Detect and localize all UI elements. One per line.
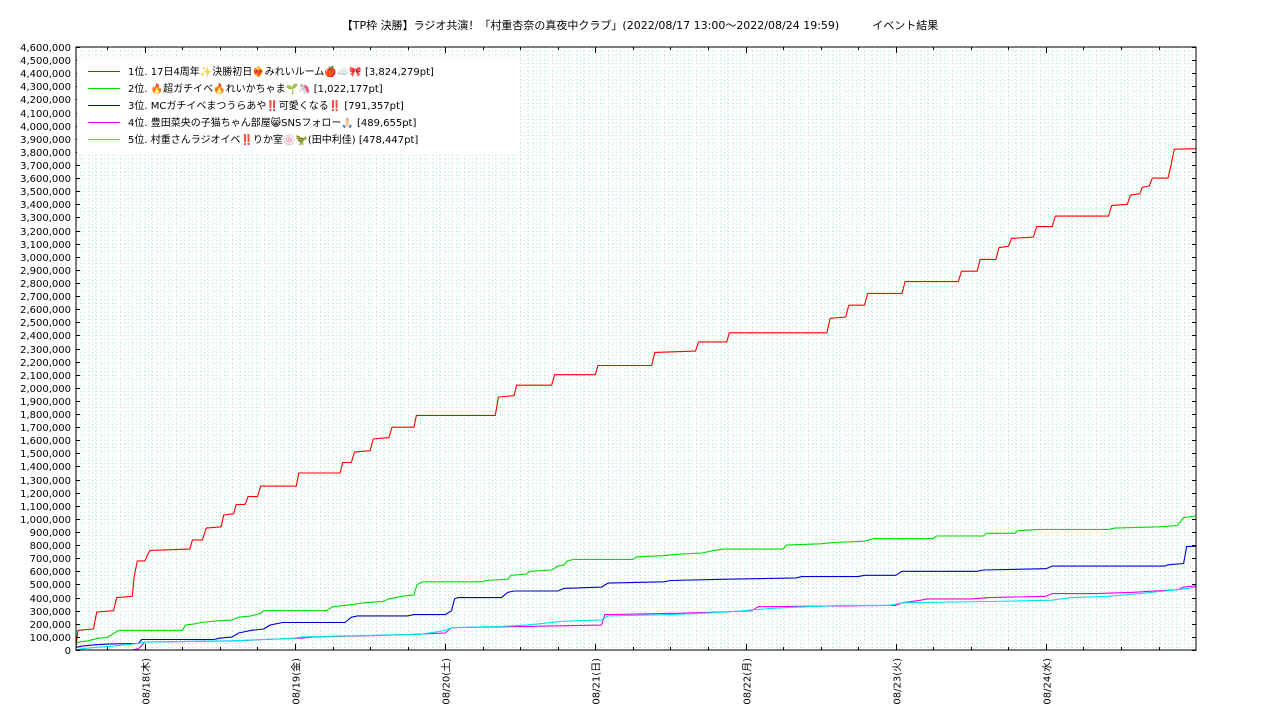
y-tick-label: 300,000 xyxy=(30,607,71,618)
y-tick-label: 4,000,000 xyxy=(20,122,71,133)
legend-label-4: 4位. 豊田菜央の子猫ちゃん部屋😸SNSフォロー🙏🏻 [489,655pt] xyxy=(128,116,416,129)
x-tick-label: 08/21(日) xyxy=(592,658,603,705)
x-tick-label: 08/24(水) xyxy=(1042,658,1054,705)
y-tick-label: 1,100,000 xyxy=(20,502,71,513)
y-tick-label: 100,000 xyxy=(30,633,71,644)
y-tick-label: 800,000 xyxy=(30,541,71,552)
y-tick-label: 4,400,000 xyxy=(20,69,71,80)
legend-label-1: 1位. 17日4周年✨決勝初日❤️‍🔥みれいルーム🍎☁️🎀 [3,824,279… xyxy=(128,65,434,78)
x-tick-label: 08/20(土) xyxy=(440,658,453,705)
y-tick-label: 1,700,000 xyxy=(20,423,71,434)
series-lines xyxy=(75,148,1197,651)
y-tick-label: 2,500,000 xyxy=(20,318,71,329)
legend-label-5: 5位. 村重さんラジオイベ‼️りか室🍥🦖(田中利佳) [478,447pt] xyxy=(128,133,418,146)
y-tick-label: 3,700,000 xyxy=(20,161,71,172)
y-tick-label: 400,000 xyxy=(30,594,71,605)
y-tick-label: 1,600,000 xyxy=(20,436,71,447)
y-tick-label: 2,200,000 xyxy=(20,358,71,369)
y-tick-label: 500,000 xyxy=(30,580,71,591)
y-tick-label: 1,300,000 xyxy=(20,476,71,487)
y-tick-label: 2,000,000 xyxy=(20,384,71,395)
y-tick-label: 1,200,000 xyxy=(20,489,71,500)
y-tick-label: 700,000 xyxy=(30,554,71,565)
legend: 1位. 17日4周年✨決勝初日❤️‍🔥みれいルーム🍎☁️🎀 [3,824,279… xyxy=(77,59,519,154)
y-tick-label: 3,400,000 xyxy=(20,200,71,211)
y-tick-label: 2,700,000 xyxy=(20,292,71,303)
y-tick-label: 0 xyxy=(65,646,71,657)
y-tick-label: 2,900,000 xyxy=(20,266,71,277)
legend-label-2: 2位. 🔥超ガチイベ🔥れいかちゃま🌱🦄 [1,022,177pt] xyxy=(128,82,383,95)
y-tick-label: 4,200,000 xyxy=(20,95,71,106)
y-tick-label: 2,400,000 xyxy=(20,331,71,342)
y-tick-label: 1,400,000 xyxy=(20,462,71,473)
y-tick-label: 2,800,000 xyxy=(20,279,71,290)
series-line-5 xyxy=(75,586,1197,651)
chart-title: 【TP枠 決勝】ラジオ共演！「村重杏奈の真夜中クラブ」(2022/08/17 1… xyxy=(341,19,939,32)
y-tick-label: 200,000 xyxy=(30,620,71,631)
series-line-2 xyxy=(75,515,1197,644)
y-tick-label: 3,000,000 xyxy=(20,253,71,264)
y-tick-label: 4,300,000 xyxy=(20,82,71,93)
series-line-3 xyxy=(75,545,1197,648)
y-axis: 0 100,000 200,000 300,000 400,000 500,000 600,… xyxy=(20,43,1196,657)
y-tick-label: 2,300,000 xyxy=(20,345,71,356)
series-line-1 xyxy=(75,148,1197,648)
x-tick-label: 08/19(金) xyxy=(290,658,303,705)
y-tick-label: 3,600,000 xyxy=(20,174,71,185)
x-tick-label: 08/18(木) xyxy=(141,658,153,705)
y-tick-label: 4,600,000 xyxy=(20,43,71,54)
y-tick-label: 3,200,000 xyxy=(20,227,71,238)
y-tick-label: 3,800,000 xyxy=(20,148,71,159)
y-tick-label: 2,100,000 xyxy=(20,371,71,382)
x-tick-label: 08/22(月) xyxy=(742,658,754,705)
y-tick-label: 1,500,000 xyxy=(20,449,71,460)
legend-label-3: 3位. MCガチイベまつうらあや‼️可愛くなる‼️ [791,357pt] xyxy=(128,99,404,112)
y-tick-label: 4,500,000 xyxy=(20,56,71,67)
x-axis: 08/18(木) 08/19(金) 08/20(土) 08/21(日) 08/22(月)… xyxy=(107,47,1160,705)
y-tick-label: 4,100,000 xyxy=(20,109,71,120)
y-tick-label: 3,500,000 xyxy=(20,187,71,198)
y-tick-label: 3,900,000 xyxy=(20,135,71,146)
y-tick-label: 3,300,000 xyxy=(20,213,71,224)
y-tick-label: 900,000 xyxy=(30,528,71,539)
y-tick-label: 600,000 xyxy=(30,567,71,578)
y-tick-label: 2,600,000 xyxy=(20,305,71,316)
y-tick-label: 1,000,000 xyxy=(20,515,71,526)
y-tick-label: 3,100,000 xyxy=(20,240,71,251)
x-tick-label: 08/23(火) xyxy=(892,658,904,705)
legend-background xyxy=(77,59,519,154)
y-tick-label: 1,900,000 xyxy=(20,397,71,408)
plot-frame xyxy=(75,46,1197,651)
y-tick-label: 1,800,000 xyxy=(20,410,71,421)
